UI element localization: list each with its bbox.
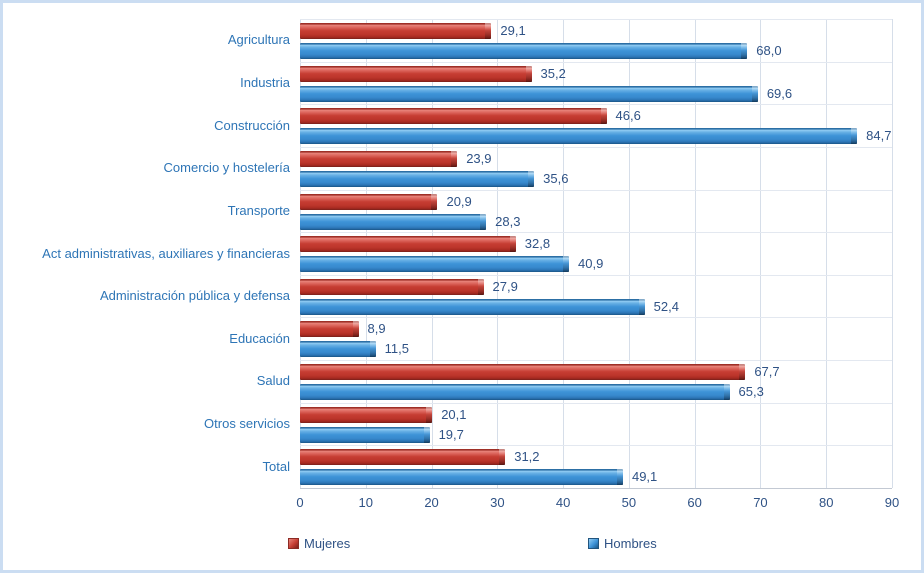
data-label: 84,7	[866, 128, 892, 144]
data-label: 28,3	[495, 213, 521, 229]
data-label: 29,1	[500, 23, 526, 38]
hombres-bar	[300, 43, 748, 59]
gridline-vertical	[628, 19, 630, 488]
hombres-bar	[300, 469, 623, 486]
x-tick-label: 0	[296, 495, 304, 510]
mujeres-bar	[300, 23, 492, 39]
data-label: 49,1	[631, 469, 658, 485]
gridline-horizontal	[300, 402, 892, 404]
gridline-vertical	[694, 19, 696, 488]
gridline-vertical	[497, 19, 499, 488]
data-label: 8,9	[367, 321, 386, 337]
hombres-bar	[300, 341, 376, 358]
value-axis: 0 10 20 30 40 50 60 70 80 90	[296, 495, 899, 513]
mujeres-legend-marker-icon	[288, 538, 299, 549]
category-label: Otros servicios	[204, 416, 290, 432]
data-label: 68,0	[756, 43, 782, 58]
hombres-legend-marker-icon	[588, 538, 599, 549]
gridline-horizontal	[300, 189, 892, 191]
gridline-horizontal	[300, 146, 892, 148]
category-label: Educación	[229, 330, 290, 346]
data-label: 20,9	[446, 193, 472, 209]
mujeres-bar	[300, 236, 516, 253]
category-label: Administración pública y defensa	[99, 288, 290, 304]
data-label: 35,6	[543, 170, 569, 186]
mujeres-bar	[300, 193, 438, 210]
data-label: 31,2	[514, 449, 540, 465]
gridline-vertical	[300, 19, 301, 488]
legend-item-hombres: Hombres	[588, 536, 657, 551]
gridline-horizontal	[300, 19, 892, 20]
x-tick-label: 50	[621, 495, 637, 510]
x-tick-label: 80	[818, 495, 834, 510]
legend-label-mujeres: Mujeres	[304, 536, 351, 551]
gridline-horizontal	[300, 274, 892, 276]
mujeres-bar	[300, 364, 746, 381]
category-label: Industria	[240, 74, 290, 90]
data-label: 19,7	[438, 426, 464, 442]
category-label: Salud	[256, 373, 290, 389]
category-label: Total	[262, 458, 290, 474]
x-tick-label: 30	[490, 495, 505, 510]
data-label: 52,4	[653, 298, 679, 314]
data-label: 35,2	[540, 65, 566, 81]
hombres-bar	[300, 256, 570, 273]
mujeres-bar	[300, 278, 484, 295]
gridline-horizontal	[300, 360, 892, 362]
x-tick-label: 40	[555, 495, 571, 510]
gridline-horizontal	[300, 104, 892, 106]
category-label: Agricultura	[227, 32, 290, 48]
mujeres-bar	[300, 321, 359, 338]
gridline-horizontal	[300, 445, 892, 447]
x-tick-label: 10	[358, 495, 373, 510]
x-tick-label: 20	[424, 495, 439, 510]
gridline-vertical	[365, 19, 367, 488]
hombres-bar	[300, 384, 730, 401]
hombres-bar	[300, 426, 430, 443]
category-label: Construcción	[214, 117, 290, 133]
category-label: Act administrativas, auxiliares y financ…	[42, 245, 290, 261]
gridline-vertical	[892, 19, 893, 488]
data-label: 67,7	[754, 364, 780, 380]
gridline-horizontal	[300, 317, 892, 319]
x-tick-label: 60	[687, 495, 702, 510]
mujeres-bar	[300, 449, 506, 466]
mujeres-bar	[300, 150, 458, 167]
category-label: Transporte	[227, 202, 290, 218]
legend-label-hombres: Hombres	[604, 536, 657, 551]
gridline-vertical	[826, 19, 828, 488]
gridline-horizontal	[300, 61, 892, 63]
mujeres-bar	[300, 406, 433, 423]
data-label: 11,5	[384, 341, 409, 357]
hombres-bar	[300, 85, 758, 102]
x-tick-label: 90	[884, 495, 900, 510]
data-label: 32,8	[524, 236, 551, 252]
category-label: Comercio y hostelería	[163, 160, 290, 176]
gridline-vertical	[431, 19, 433, 488]
gridline-vertical	[563, 19, 565, 488]
data-label: 69,6	[766, 85, 793, 101]
data-label: 27,9	[492, 278, 518, 294]
data-label: 65,3	[738, 384, 764, 400]
gridline-vertical	[760, 19, 762, 488]
plot-area: 29,1 35,2 46,6 23,9 20,9 32,8 27,9 8,9 67,7 20,1 3…	[300, 19, 893, 489]
hombres-bar	[300, 128, 858, 145]
data-label: 20,1	[441, 406, 467, 422]
mujeres-bar	[300, 65, 532, 82]
legend-item-mujeres: Mujeres	[288, 536, 350, 551]
hombres-bar	[300, 213, 487, 230]
x-tick-label: 70	[753, 495, 768, 510]
data-label: 23,9	[466, 150, 492, 166]
data-label: 46,6	[615, 108, 641, 124]
hombres-bar	[300, 170, 535, 187]
mujeres-bar	[300, 108, 607, 125]
gridline-horizontal	[300, 232, 892, 234]
data-label: 40,9	[578, 256, 604, 272]
hombres-bar	[300, 298, 645, 315]
